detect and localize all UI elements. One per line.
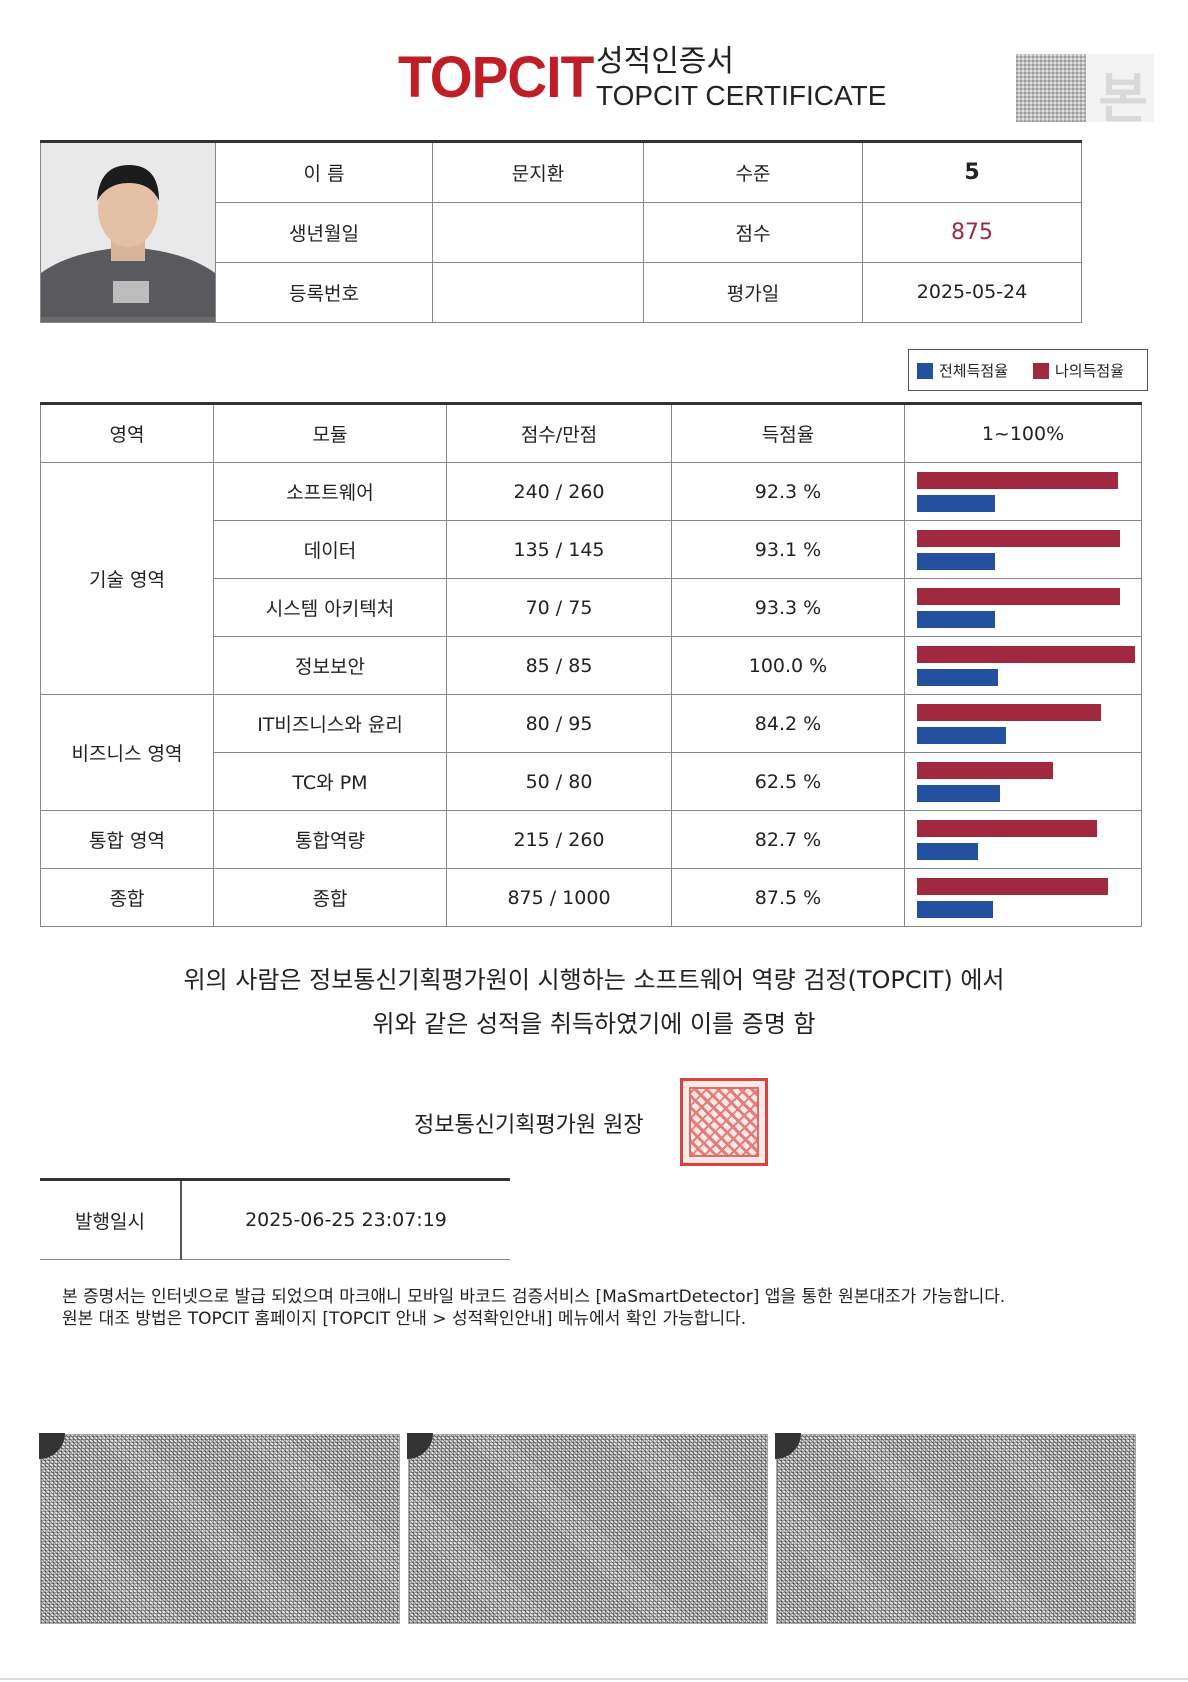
issue-date-label: 발행일시	[40, 1179, 182, 1260]
rate-bars	[904, 636, 1142, 695]
rate-bars	[904, 694, 1142, 753]
module-rate: 93.1 %	[671, 520, 905, 579]
module-score: 80 / 95	[446, 694, 672, 753]
my-rate-bar	[917, 646, 1135, 663]
module-score: 85 / 85	[446, 636, 672, 695]
module-name: TC와 PM	[213, 752, 447, 811]
area-business: 비즈니스 영역	[40, 694, 214, 811]
certificate-title-english: TOPCIT CERTIFICATE	[596, 80, 887, 111]
original-mark-text: 본	[1098, 67, 1148, 130]
header-module: 모듈	[213, 403, 447, 463]
area-integration: 통합 영역	[40, 810, 214, 869]
my-rate-swatch	[1033, 363, 1049, 379]
level-value: 5	[862, 141, 1082, 203]
rate-bars	[904, 462, 1142, 521]
rate-bars	[904, 810, 1142, 869]
rate-bars	[904, 520, 1142, 579]
module-rate: 84.2 %	[671, 694, 905, 753]
module-name: 통합역량	[213, 810, 447, 869]
original-mark-pattern	[1016, 54, 1086, 122]
rate-bars	[904, 752, 1142, 811]
page-bottom-edge	[0, 1678, 1188, 1680]
birth-value	[432, 202, 644, 263]
issuer-title: 정보통신기획평가원 원장	[414, 1113, 644, 1138]
rate-bars	[904, 868, 1142, 927]
verification-note-line2: 원본 대조 방법은 TOPCIT 홈페이지 [TOPCIT 안내 > 성적확인안…	[62, 1309, 747, 1329]
module-rate: 93.3 %	[671, 578, 905, 637]
all-rate-legend-label: 전체득점율	[939, 362, 1009, 380]
my-rate-bar	[917, 704, 1101, 721]
examinee-info-table: 이 름 문지환 수준 5 생년월일 점수 875 등록번호 평가일 2025-0…	[40, 140, 1082, 324]
header-rate: 득점율	[671, 403, 905, 463]
module-score: 240 / 260	[446, 462, 672, 521]
all-rate-bar	[917, 495, 995, 512]
module-name: 데이터	[213, 520, 447, 579]
certification-statement-line1: 위의 사람은 정보통신기획평가원이 시행하는 소프트웨어 역량 검정(TOPCI…	[183, 966, 1005, 994]
my-rate-bar	[917, 820, 1097, 837]
my-rate-bar	[917, 762, 1053, 779]
all-rate-bar	[917, 669, 998, 686]
score-label: 점수	[643, 202, 863, 263]
module-score: 135 / 145	[446, 520, 672, 579]
my-rate-bar	[917, 878, 1108, 895]
module-name: 시스템 아키텍처	[213, 578, 447, 637]
rate-bars	[904, 578, 1142, 637]
certificate-title-korean: 성적인증서	[596, 44, 734, 79]
module-score: 70 / 75	[446, 578, 672, 637]
header-area: 영역	[40, 403, 214, 463]
topcit-logo: TOPCIT	[398, 45, 594, 110]
module-score: 215 / 260	[446, 810, 672, 869]
all-rate-bar	[917, 727, 1006, 744]
name-label: 이 름	[215, 141, 433, 203]
header-score: 점수/만점	[446, 403, 672, 463]
my-rate-bar	[917, 530, 1120, 547]
all-rate-bar	[917, 553, 995, 570]
chart-legend: 전체득점율 나의득점율	[908, 349, 1148, 391]
area-total: 종합	[40, 868, 214, 927]
module-rate: 100.0 %	[671, 636, 905, 695]
all-rate-bar	[917, 611, 995, 628]
certification-statement-line2: 위와 같은 성적을 취득하였기에 이를 증명 함	[372, 1010, 816, 1038]
module-rate: 62.5 %	[671, 752, 905, 811]
module-name: 정보보안	[213, 636, 447, 695]
level-label: 수준	[643, 141, 863, 203]
module-score: 50 / 80	[446, 752, 672, 811]
examinee-photo	[40, 141, 216, 323]
registration-value	[432, 261, 644, 324]
verification-barcode-3	[775, 1433, 1136, 1624]
name-value: 문지환	[432, 141, 644, 203]
verification-note-line1: 본 증명서는 인터넷으로 발급 되었으며 마크애니 모바일 바코드 검증서비스 …	[62, 1287, 1006, 1307]
birth-label: 생년월일	[215, 202, 433, 263]
person-photo-icon	[41, 143, 215, 317]
area-tech: 기술 영역	[40, 462, 214, 695]
all-rate-bar	[917, 785, 1000, 802]
module-name: 소프트웨어	[213, 462, 447, 521]
module-name: IT비즈니스와 윤리	[213, 694, 447, 753]
all-rate-swatch	[917, 363, 933, 379]
my-rate-legend-label: 나의득점율	[1055, 362, 1125, 380]
module-rate: 87.5 %	[671, 868, 905, 927]
module-rate: 92.3 %	[671, 462, 905, 521]
issue-date-value: 2025-06-25 23:07:19	[181, 1179, 510, 1260]
my-rate-bar	[917, 588, 1120, 605]
exam-date-value: 2025-05-24	[862, 261, 1082, 324]
all-rate-bar	[917, 843, 978, 860]
score-table: 영역 모듈 점수/만점 득점율 1~100% 기술 영역 소프트웨어 240 /…	[40, 402, 1142, 927]
registration-label: 등록번호	[215, 261, 433, 324]
exam-date-label: 평가일	[643, 261, 863, 324]
official-seal-icon	[680, 1078, 768, 1166]
original-mark: 본	[1016, 54, 1154, 130]
issue-date-table: 발행일시 2025-06-25 23:07:19	[40, 1178, 510, 1260]
module-name: 종합	[213, 868, 447, 927]
header-bar-scale: 1~100%	[904, 403, 1142, 463]
module-score: 875 / 1000	[446, 868, 672, 927]
verification-barcode-2	[407, 1433, 768, 1624]
module-rate: 82.7 %	[671, 810, 905, 869]
all-rate-bar	[917, 901, 993, 918]
verification-barcode-1	[39, 1433, 400, 1624]
my-rate-bar	[917, 472, 1118, 489]
score-value: 875	[862, 202, 1082, 263]
